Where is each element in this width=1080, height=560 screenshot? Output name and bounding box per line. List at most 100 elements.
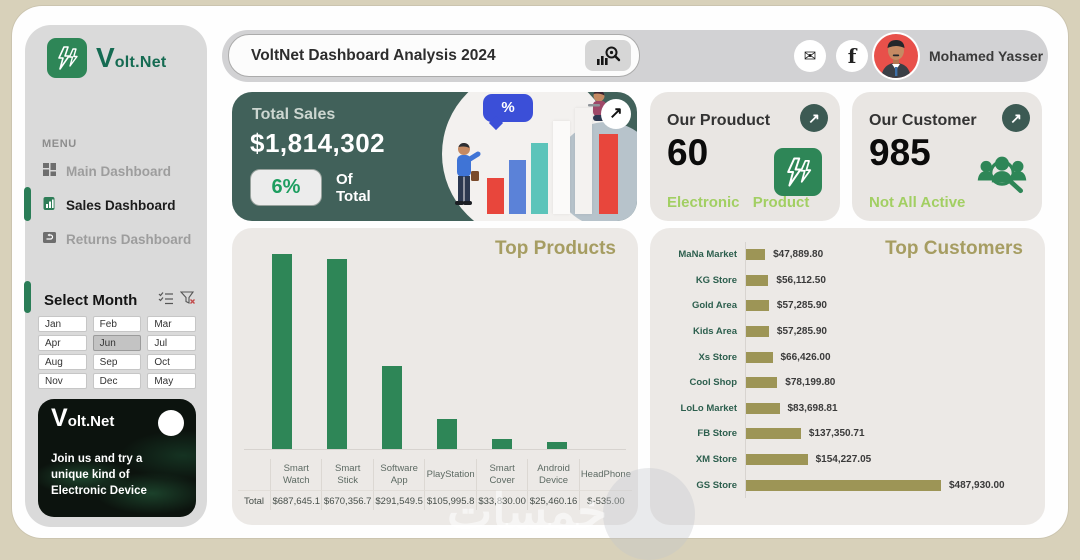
customer-row-2: Gold Area $57,285.90 [660,293,1037,319]
customer-row-8: XM Store $154,227.05 [660,446,1037,473]
customer-bar-zone-7: $137,350.71 [745,421,1037,447]
month-slicer-header: Select Month [44,291,196,310]
customer-label-8: XM Store [695,454,737,466]
customer-bar-9[interactable] [746,479,941,491]
customer-value-1: $56,112.50 [776,274,826,286]
multi-select-icon[interactable] [158,291,174,310]
customer-bar-6[interactable] [746,402,780,414]
product-bar-3[interactable] [437,418,457,449]
sidebar-item-main-dashboard[interactable]: Main Dashboard [42,154,200,188]
customer-bar-4[interactable] [746,351,773,363]
customer-value-9: $487,930.00 [949,479,1005,491]
month-button-apr[interactable]: Apr [38,335,87,351]
month-button-jul[interactable]: Jul [147,335,196,351]
our-product-card: ↗ Our Prouduct 60 Electronic Product [650,92,840,221]
customer-row-9: GS Store $487,930.00 [660,472,1037,498]
customer-label-2: Gold Area [691,300,737,312]
product-bar-5[interactable] [547,441,567,449]
customer-card-title: Our Customer [869,112,977,129]
product-category-4: Smart Cover [475,459,528,491]
month-button-jan[interactable]: Jan [38,316,87,332]
month-button-may[interactable]: May [147,373,196,389]
month-button-feb[interactable]: Feb [92,316,142,332]
sidebar-item-returns-dashboard[interactable]: Returns Dashboard [42,222,200,256]
month-button-sep[interactable]: Sep [92,354,142,370]
product-count: 60 [667,132,709,173]
customer-bar-zone-1: $56,112.50 [745,267,1037,294]
user-avatar[interactable] [874,34,918,78]
menu-item-label: Main Dashboard [66,163,172,179]
electronic-product-icon [774,148,822,196]
product-card-subtitle: Electronic Product [667,194,810,211]
customer-row-5: Cool Shop $78,199.80 [660,369,1037,396]
customer-bar-7[interactable] [746,428,801,440]
product-total-value-0: $687,645.1 [270,491,321,510]
app-logo: Volt.Net [47,38,167,78]
product-bar-2[interactable] [382,366,402,449]
product-category-6: HeadPhone [578,459,632,491]
customer-bar-zone-2: $57,285.90 [745,293,1037,319]
slicer-title: Select Month [44,292,138,309]
month-button-oct[interactable]: Oct [147,354,196,370]
analysis-tool-button[interactable] [585,40,631,71]
customer-bar-8[interactable] [746,454,808,466]
total-sales-value: $1,814,302 [250,128,386,158]
customer-label-6: LoLo Market [680,402,737,414]
promo-circle-icon [158,410,184,436]
product-total-value-5: $25,460.16 [527,491,578,510]
returns-icon [42,230,57,248]
customer-value-0: $47,889.80 [773,249,824,261]
customer-rows: MaNa Market $47,889.80 KG Store $56,112.50 G… [660,242,1037,498]
sales-illustration: % ↗ [437,92,637,221]
customer-label-9: GS Store [696,479,737,491]
customer-bar-1[interactable] [746,274,769,286]
customer-row-3: Kids Area $57,285.90 [660,318,1037,345]
month-button-mar[interactable]: Mar [147,316,196,332]
percent-bubble: % [483,94,533,122]
product-category-0: Smart Watch [270,459,322,491]
product-bar-0[interactable] [272,254,292,449]
month-button-aug[interactable]: Aug [38,354,87,370]
total-sales-label: Total Sales [252,106,336,123]
month-button-nov[interactable]: Nov [38,373,87,389]
top-products-title: Top Products [494,238,616,259]
total-row-label: Total [243,496,265,507]
customer-bar-5[interactable] [746,377,778,389]
facebook-icon[interactable]: f [836,40,868,72]
customer-value-6: $83,698.81 [787,402,838,414]
product-card-title: Our Prouduct [667,112,771,129]
top-customers-title: Top Customers [885,238,1023,259]
total-sales-card: % ↗ Total Sales $1,814,302 6% Of Total [232,92,637,221]
month-slicer-grid: Jan Feb Mar Apr Jun Jul Aug Sep Oct Nov Dec May [38,316,196,389]
clear-filter-icon[interactable] [179,291,196,310]
customer-bar-zone-0: $47,889.80 [745,242,1037,268]
user-name: Mohamed Yasser [929,48,1044,64]
product-bar-1[interactable] [327,258,347,449]
month-button-jun[interactable]: Jun [92,335,142,351]
trend-arrow-icon[interactable]: ↗ [601,99,631,129]
product-category-5: Android Device [527,459,579,491]
logo-wordmark: Volt.Net [96,42,167,73]
customer-label-4: Xs Store [698,351,737,363]
mail-icon[interactable]: ✉ [794,40,826,72]
product-bars-area [232,228,638,450]
sidebar-item-sales-dashboard[interactable]: Sales Dashboard [42,188,200,222]
month-button-dec[interactable]: Dec [92,373,142,389]
trend-arrow-icon[interactable]: ↗ [800,104,828,132]
customer-row-1: KG Store $56,112.50 [660,267,1037,294]
illustration-person-standing [451,141,481,214]
customer-bar-3[interactable] [746,326,769,338]
trend-arrow-icon[interactable]: ↗ [1002,104,1030,132]
customer-label-5: Cool Shop [689,377,738,389]
menu-item-label: Returns Dashboard [66,231,192,247]
customer-card-subtitle: Not All Active [869,194,966,211]
customer-value-3: $57,285.90 [776,326,827,338]
product-total-value-6: $-535.00 [578,491,632,510]
customer-value-8: $154,227.05 [815,454,872,466]
customer-bar-0[interactable] [746,249,766,261]
product-bar-4[interactable] [492,439,512,449]
customer-label-7: FB Store [697,428,737,440]
product-total-value-1: $670,356.7 [321,491,372,510]
customer-bar-2[interactable] [746,300,769,312]
